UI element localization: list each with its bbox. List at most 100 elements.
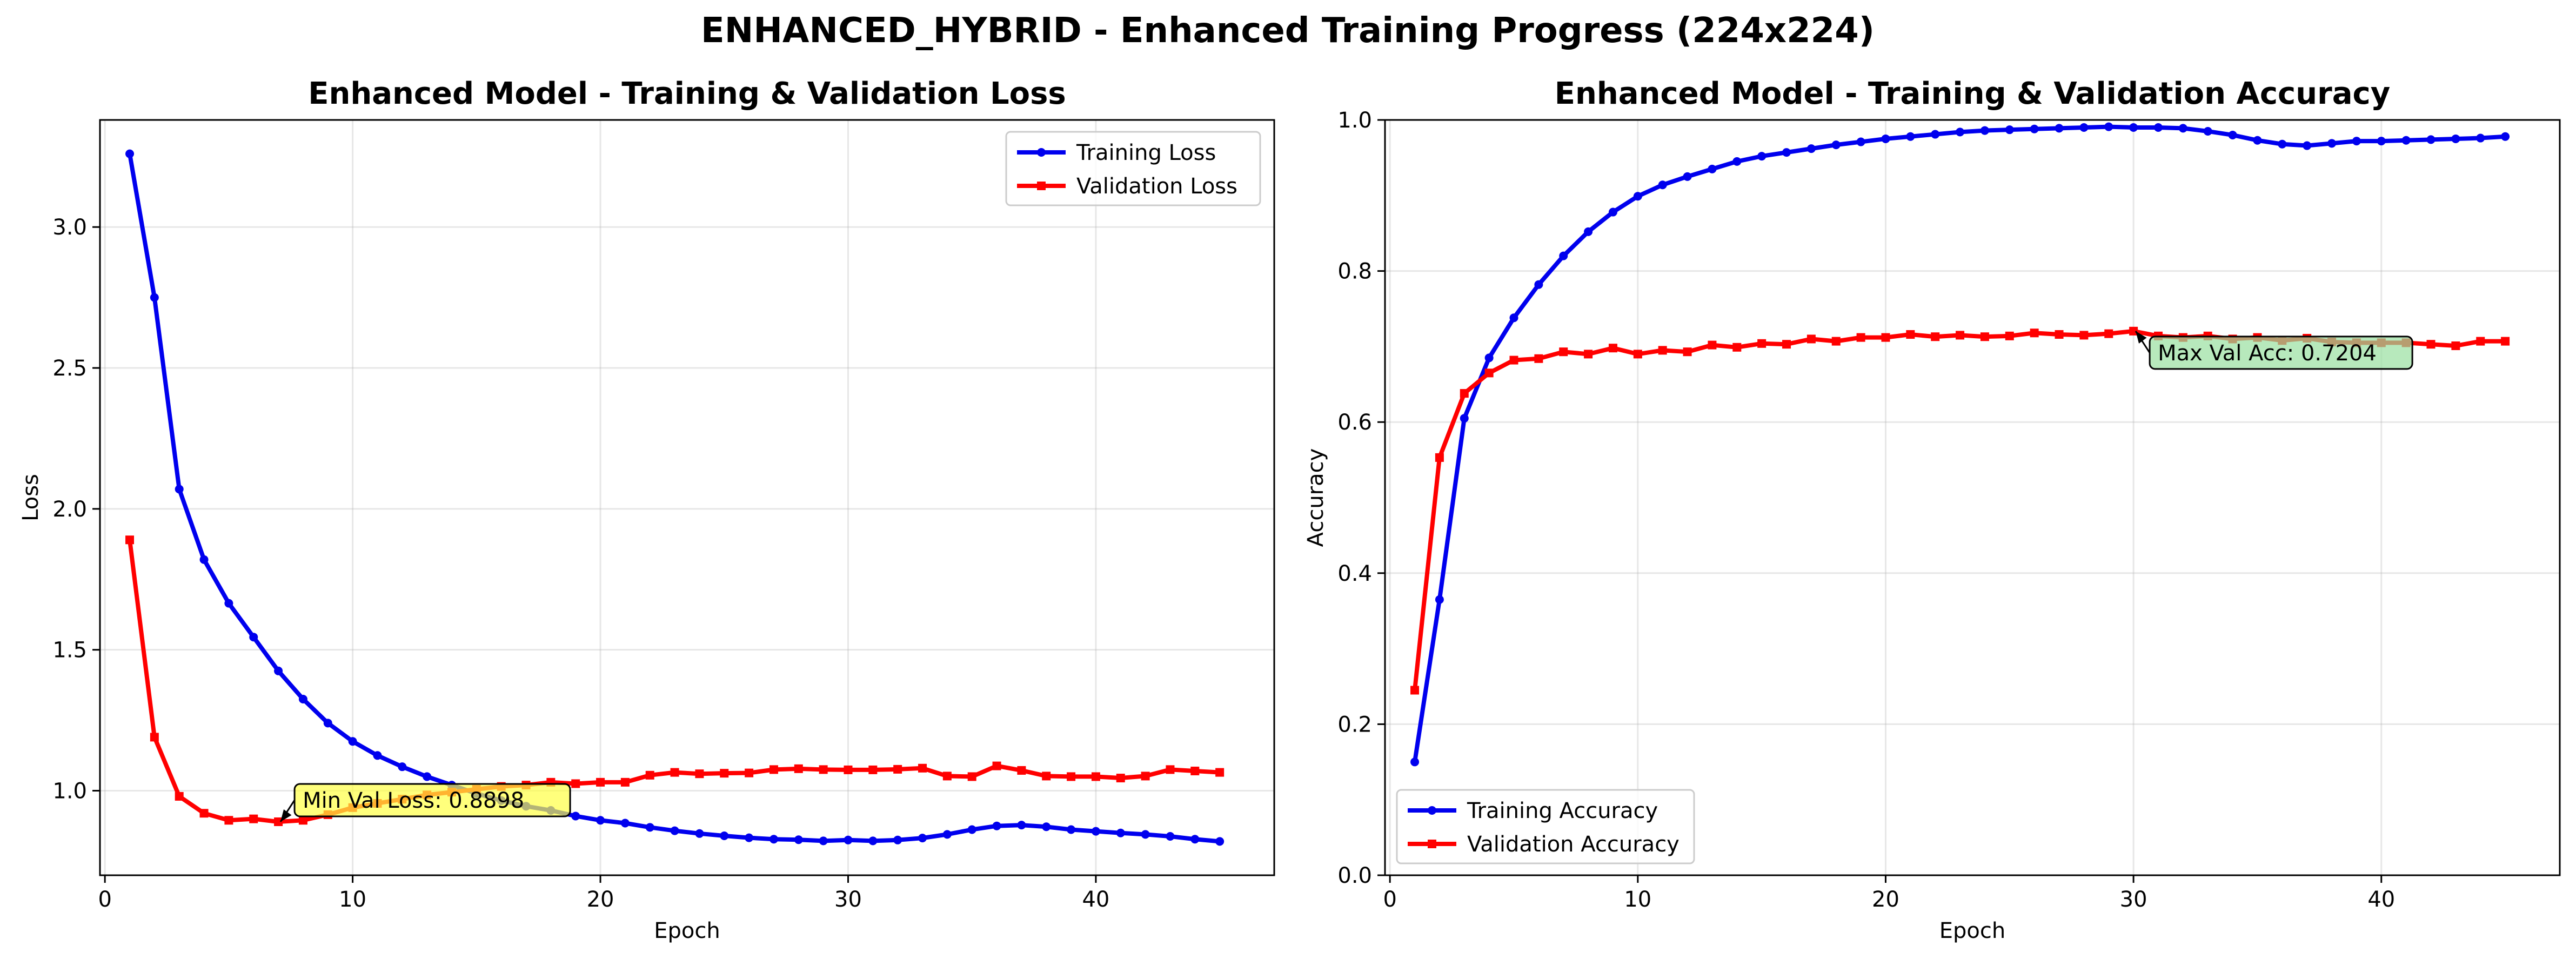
legend-entry: Training Loss [1017,140,1216,165]
data-point [2129,326,2138,336]
data-point [992,761,1001,770]
data-point [1956,331,1965,340]
data-point [1559,347,1568,357]
data-point [1956,128,1965,137]
legend-label: Training Loss [1076,140,1216,165]
legend-label: Training Accuracy [1467,799,1658,823]
data-point [125,535,135,545]
chart-title: Enhanced Model - Training & Validation A… [1555,76,2390,111]
data-point [2203,126,2212,136]
legend-marker [1428,840,1436,848]
data-point [794,764,803,773]
data-point [150,733,159,742]
data-point [1534,280,1543,289]
annotation-text: Max Val Acc: 0.7204 [2158,341,2377,366]
data-point [1757,339,1767,348]
data-point [571,812,580,821]
data-point [720,769,729,778]
legend-entry: Validation Accuracy [1408,832,1680,857]
data-point [1906,330,1915,339]
data-point [1116,774,1125,783]
data-point [249,814,258,823]
annotation-arrowhead [280,809,292,822]
legend-label: Validation Accuracy [1467,832,1680,857]
data-point [2079,123,2089,132]
y-tick-label: 2.5 [52,356,87,381]
data-point [2079,331,2089,340]
data-point [2228,130,2237,139]
data-point [298,694,307,703]
data-point [1190,835,1200,844]
series-line [128,539,1220,824]
data-point [2005,125,2014,135]
data-point [720,831,729,840]
y-tick-label: 1.0 [52,779,87,804]
data-point [1091,772,1100,781]
series-line [1413,124,2506,762]
data-point [1856,137,1865,146]
data-point [2476,337,2485,346]
x-tick-label: 10 [1624,887,1651,912]
x-tick-label: 0 [98,887,111,912]
x-tick-label: 40 [2367,887,2395,912]
data-point [1708,340,1717,350]
data-point [1782,148,1791,157]
data-point [695,829,704,838]
data-point [199,555,209,564]
data-point [1410,757,1420,767]
y-tick-label: 1.5 [52,638,87,663]
figure-suptitle: ENHANCED_HYBRID - Enhanced Training Prog… [701,11,1875,51]
data-point [2451,134,2460,143]
data-point [2055,330,2064,339]
data-point [893,764,902,774]
data-point [1116,828,1125,837]
data-point [1410,686,1420,695]
data-point [942,772,952,781]
x-axis-label: Epoch [1939,918,2005,943]
data-point [1856,333,1865,342]
data-point [1608,207,1617,217]
y-tick-label: 1.0 [1337,108,1372,133]
data-point [2426,340,2436,349]
data-point [868,765,878,774]
data-point [2501,132,2510,141]
data-point [1831,140,1841,150]
data-point [1534,354,1543,363]
x-tick-label: 10 [339,887,366,912]
data-point [745,768,754,777]
data-point [670,768,679,777]
annotation: Max Val Acc: 0.7204 [2135,331,2413,370]
data-point [1782,340,1791,349]
y-axis-label: Loss [18,474,43,521]
data-point [175,485,184,494]
data-point [1042,822,1051,831]
grid-lines [100,120,1274,875]
data-point [1757,152,1767,161]
series-line [1413,328,2506,690]
data-point [620,819,630,828]
data-point [2327,139,2337,148]
data-point [1435,453,1444,462]
data-point [423,772,432,781]
data-point [645,770,654,780]
data-point [373,751,382,760]
series-validation [1410,326,2510,695]
legend: Training Accuracy Validation Accuracy [1396,789,1695,864]
data-point [1484,368,1494,378]
data-point [249,633,258,642]
x-axis-label: Epoch [654,918,720,943]
data-point [323,719,332,728]
data-point [1141,830,1150,839]
data-point [819,765,828,774]
data-point [620,777,630,787]
chart-title: Enhanced Model - Training & Validation L… [308,76,1066,111]
y-tick-label: 3.0 [52,215,87,240]
series-validation [125,535,1225,826]
data-point [670,826,679,835]
data-point [1708,164,1717,173]
data-point [2005,331,2014,340]
data-point [1215,837,1225,846]
data-point [1931,332,1940,341]
data-point [1166,832,1175,841]
legend-marker [1037,148,1046,157]
